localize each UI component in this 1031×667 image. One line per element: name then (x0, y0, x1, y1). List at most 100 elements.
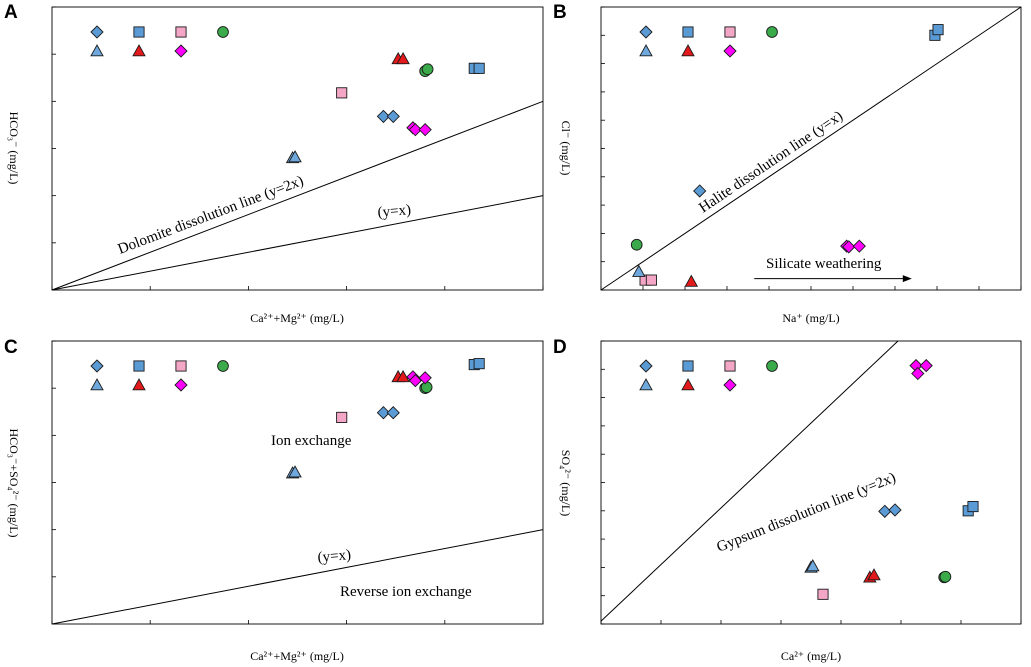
panel-b-ticks (600, 6, 1022, 291)
panel-c-reference-lines (51, 529, 544, 625)
panel-b-line-label-halite: Halite dissolution line (y=x) (696, 108, 846, 216)
panel-b-legend-marker-ns (724, 26, 736, 38)
panel-b-legend-marker-mr (681, 44, 695, 57)
panel-a-point-xf (408, 122, 422, 137)
panel-b-point-bd (693, 184, 707, 198)
panel-c-point-xq (420, 381, 433, 394)
panel-d-reference-lines (600, 340, 899, 622)
panel-d-ticks (600, 340, 1022, 625)
panel-d-legend-marker-by (639, 378, 653, 391)
panel-c-letter: C (4, 337, 18, 358)
panel-b-y-axis-title: Cl⁻ (mg/L) (559, 121, 573, 176)
panel-d-legend-marker-mr (681, 378, 695, 391)
panel-b-silicate-arrow (754, 275, 912, 283)
panel-d-point-xf (919, 358, 933, 373)
panel-a-legend-marker-by (90, 44, 104, 57)
panel-d-legend (639, 359, 778, 392)
panel-b-legend-marker-ml (682, 26, 694, 38)
panel-b-legend-marker-by (639, 44, 653, 57)
panel-a-point-bd (386, 109, 400, 124)
panel-c-x-axis-title: Ca²⁺+Mg²⁺ (mg/L) (250, 649, 344, 663)
panel-d-letter: D (553, 337, 567, 358)
panel-a-point-xq (421, 63, 434, 76)
panel-a-ticks (51, 6, 544, 291)
panel-d-reference-line-0 (600, 340, 899, 622)
panel-b-markers (630, 24, 944, 287)
panel-a-point-mr (396, 51, 410, 65)
panel-c-legend-marker-xf (174, 378, 188, 392)
panel-c-legend-marker-bd (90, 359, 104, 373)
panel-a-legend-marker-ml (133, 26, 145, 38)
panel-a-y-axis-title: HCO₃⁻ (mg/L) (7, 112, 21, 185)
panel-b-legend-marker-xq (766, 26, 778, 38)
panel-b-legend (639, 25, 778, 58)
panel-a-legend-marker-mr (132, 44, 146, 57)
panel-a-legend-marker-xf (174, 44, 188, 58)
panel-c-annotation-reverse: Reverse ion exchange (340, 584, 472, 600)
panel-b-point-xq (630, 238, 643, 251)
panel-d-point-by (806, 559, 820, 572)
panel-b-letter: B (553, 2, 567, 23)
panel-d-legend-marker-bd (639, 359, 653, 373)
silicate-arrow-head (902, 275, 912, 283)
panel-a-reference-line-0 (51, 100, 544, 291)
panel-b-point-ns (645, 274, 657, 286)
panel-d-point-ml (967, 501, 979, 513)
panel-d-legend-marker-xf (723, 378, 737, 392)
panel-d-legend-marker-ns (724, 360, 736, 372)
panel-d-legend-marker-ml (682, 360, 694, 372)
panel-d-line-label-gypsum: Gypsum dissolution line (y=2x) (715, 470, 899, 556)
panel-c-plot-frame (51, 340, 544, 625)
panel-c-line-label-yx: (y=x) (317, 547, 352, 566)
panel-d: D Gypsum dissolution line (y=2x) Ca²⁺ (m… (553, 337, 1022, 663)
panel-a-point-xf (418, 122, 432, 137)
panel-c-reference-line-0 (51, 529, 544, 625)
panel-c-markers (285, 358, 485, 479)
panel-c-annotation-ion-exchange: Ion exchange (271, 433, 352, 449)
panel-d-point-bd (888, 503, 902, 517)
panel-d-point-mr (867, 568, 881, 581)
panel-c-legend-marker-ns (175, 360, 187, 372)
panel-b-point-mr (684, 274, 699, 287)
panel-a: A Dolomite dissolution line (y=2x) (y=x)… (4, 2, 544, 325)
panel-b-point-by (632, 264, 646, 277)
panel-d-x-axis-title: Ca²⁺ (mg/L) (781, 649, 841, 663)
panel-b-legend-marker-xf (723, 44, 737, 58)
panel-b-point-ml (932, 24, 944, 36)
panel-c-legend-marker-mr (132, 378, 146, 391)
panel-c-y-axis-title: HCO₃⁻+SO₄²⁻ (mg/L) (7, 428, 21, 537)
panel-a-x-axis-title: Ca²⁺+Mg²⁺ (mg/L) (250, 311, 344, 325)
panel-b-point-xf (852, 239, 866, 253)
panel-c-point-bd (386, 406, 400, 420)
panel-d-plot-frame (600, 340, 1022, 625)
panel-c-point-bd (376, 406, 391, 420)
panel-c: C (y=x) Ion exchange Reverse ion exchang… (4, 337, 544, 663)
panel-a-point-by (288, 150, 302, 163)
panel-d-point-bd (878, 504, 892, 519)
panel-c-legend-marker-xq (217, 360, 229, 372)
panel-a-point-bd (376, 109, 391, 124)
panel-c-legend-marker-ml (133, 360, 145, 372)
panel-a-markers (285, 51, 485, 164)
panel-b-reference-lines (600, 6, 1022, 291)
panel-a-letter: A (4, 2, 18, 23)
panel-c-point-by (288, 465, 302, 478)
panel-b-annotation-silicate: Silicate weathering (766, 256, 882, 272)
panel-a-point-ns (336, 87, 348, 99)
panel-d-markers (804, 358, 979, 600)
panel-a-legend-marker-xq (217, 26, 229, 38)
panel-c-legend-marker-by (90, 378, 104, 391)
panel-c-legend (90, 359, 229, 392)
panel-b-legend-marker-bd (639, 25, 653, 39)
panel-d-y-axis-title: SO₄²⁻ (mg/L) (559, 450, 573, 516)
panel-a-line-label-dolomite: Dolomite dissolution line (y=2x) (116, 173, 306, 258)
panel-c-ticks (51, 340, 544, 625)
panel-c-point-xf (418, 371, 432, 385)
panel-d-legend-marker-xq (766, 360, 778, 372)
panel-c-point-xf (408, 373, 422, 388)
panel-c-point-ml (473, 358, 485, 370)
panel-b-reference-line-0 (600, 6, 1022, 291)
panel-a-point-ml (473, 62, 485, 74)
panel-b: B Halite dissolution line (y=x) Silicate… (553, 2, 1022, 325)
